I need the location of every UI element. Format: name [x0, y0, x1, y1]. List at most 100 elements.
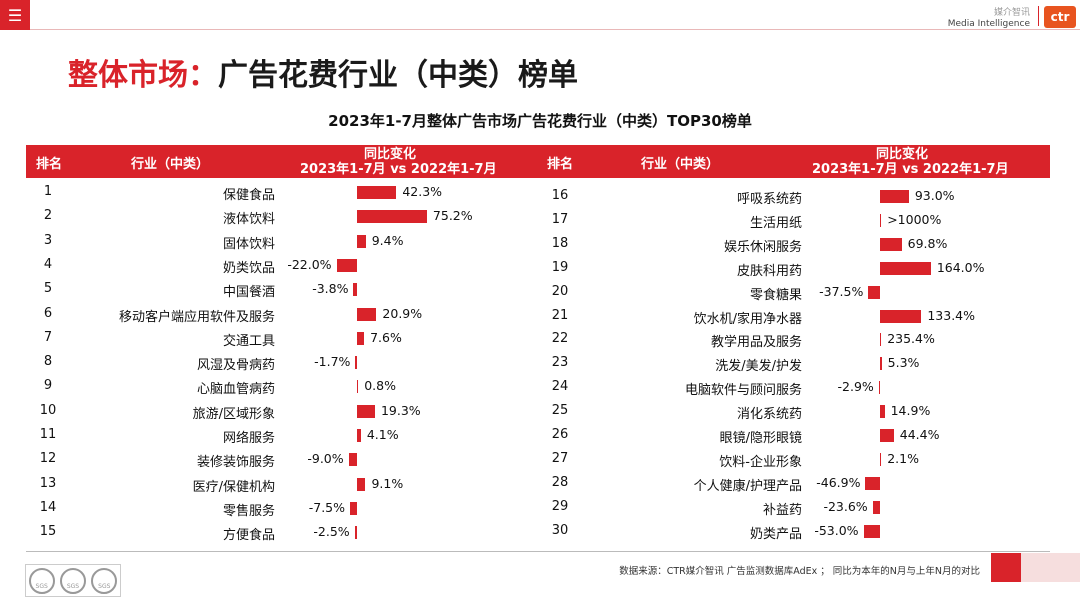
rank-number: 16 — [551, 188, 569, 203]
rank-number: 28 — [551, 474, 569, 490]
industry-label: 眼镜/隐形眼镜 — [719, 431, 802, 446]
rank-number: 5 — [43, 281, 53, 297]
industry-label: 风湿及骨病药 — [196, 358, 275, 374]
sgs-cert-icon: SGS — [59, 567, 86, 594]
bar — [357, 307, 377, 321]
industry-label: 移动客户端应用软件及服务 — [118, 309, 275, 325]
rank-number: 23 — [551, 355, 569, 371]
brand-cn: 媒介智讯 — [993, 8, 1030, 18]
bar — [357, 234, 366, 248]
rank-number: 8 — [43, 354, 53, 370]
industry-label: 零售服务 — [222, 503, 275, 519]
bar — [336, 258, 357, 272]
industry-label: 教学用品及服务 — [710, 335, 802, 351]
page-title: 整体市场：广告花费行业（中类）榜单 — [68, 50, 578, 94]
value-label: -37.5% — [819, 283, 864, 299]
rank-number: 17 — [551, 211, 569, 227]
industry-label: 消化系统药 — [736, 407, 802, 423]
bar — [880, 261, 931, 275]
bar — [357, 331, 365, 345]
bar — [880, 429, 894, 442]
value-label: 93.0% — [914, 188, 955, 203]
value-label: 9.1% — [371, 475, 404, 491]
bar — [880, 237, 902, 251]
bottom-divider — [26, 551, 1050, 552]
header-rank-left: 排名 — [36, 157, 63, 172]
brand-en: Media Intelligence — [947, 19, 1030, 29]
bar — [357, 186, 397, 199]
value-label: 5.3% — [887, 355, 920, 371]
header-change-left: 同比变化 2023年1-7月 vs 2022年1-7月 — [300, 147, 497, 177]
industry-label: 方便食品 — [222, 528, 275, 544]
value-label: 69.8% — [907, 235, 948, 251]
bar — [357, 429, 361, 442]
rank-number: 18 — [551, 235, 569, 251]
bar — [880, 190, 909, 203]
industry-label: 液体饮料 — [222, 212, 275, 228]
rank-number: 7 — [43, 329, 53, 345]
rank-number: 10 — [39, 402, 57, 418]
value-label: -22.0% — [287, 256, 332, 272]
rank-number: 11 — [39, 427, 57, 442]
value-label: 4.1% — [366, 427, 399, 442]
value-label: 133.4% — [927, 307, 976, 323]
rank-number: 22 — [551, 331, 569, 347]
value-label: 44.4% — [899, 427, 940, 442]
bar — [878, 381, 880, 395]
bar — [348, 453, 357, 467]
value-label: -3.8% — [312, 281, 349, 297]
industry-label: 固体饮料 — [222, 236, 275, 252]
value-label: 42.3% — [402, 184, 443, 199]
value-label: 2.1% — [887, 450, 919, 466]
bar — [355, 356, 357, 370]
value-label: 20.9% — [382, 305, 423, 321]
industry-label: 个人健康/护理产品 — [693, 478, 802, 494]
value-label: -53.0% — [814, 522, 859, 538]
bar — [357, 210, 427, 224]
value-label: 75.2% — [432, 208, 473, 224]
value-label: -9.0% — [307, 451, 344, 467]
ctr-logo: ctr — [1044, 6, 1076, 28]
bar — [357, 404, 375, 418]
bar — [863, 524, 880, 538]
rank-number: 2 — [43, 208, 53, 224]
bar — [880, 452, 882, 466]
industry-label: 补益药 — [762, 502, 802, 518]
industry-label: 旅游/区域形象 — [192, 406, 275, 422]
rank-number: 12 — [39, 451, 57, 467]
rank-number: 26 — [551, 427, 569, 442]
rank-number: 13 — [39, 475, 57, 491]
value-label: 164.0% — [936, 259, 985, 275]
value-label: >1000% — [887, 211, 942, 227]
bar — [865, 476, 880, 490]
page-title-black: 广告花费行业（中类）榜单 — [218, 58, 578, 93]
bar — [872, 500, 880, 514]
rank-number: 3 — [43, 232, 53, 248]
bar — [350, 501, 357, 515]
sgs-cert-icon: SGS — [91, 567, 118, 594]
rank-number: 1 — [43, 184, 53, 199]
industry-label: 零食糖果 — [749, 287, 802, 303]
industry-label: 心脑血管病药 — [196, 382, 275, 398]
value-label: 7.6% — [370, 329, 402, 345]
page-title-red: 整体市场： — [68, 58, 218, 93]
rank-number: 25 — [551, 403, 569, 419]
hamburger-icon[interactable]: ☰ — [0, 0, 30, 30]
rank-number: 29 — [551, 498, 569, 514]
bar — [880, 405, 885, 419]
data-source: 数据来源：CTR媒介智讯 广告监测数据库AdEx ； 同比为本年的N月与上年N月… — [619, 566, 980, 577]
rank-number: 14 — [39, 499, 57, 515]
bar — [868, 285, 880, 299]
bar — [357, 477, 366, 491]
value-label: -46.9% — [816, 474, 861, 490]
rank-number: 9 — [43, 378, 53, 394]
rank-number: 20 — [551, 283, 569, 299]
top-bar: ☰ 媒介智讯 Media Intelligence ctr — [0, 0, 1080, 30]
rank-number: 15 — [39, 524, 57, 540]
industry-label: 网络服务 — [222, 431, 275, 446]
header-industry-left: 行业（中类） — [131, 157, 210, 172]
bar — [880, 309, 922, 323]
industry-label: 皮肤科用药 — [736, 263, 802, 279]
header-change-left-l1: 同比变化 — [363, 147, 416, 162]
